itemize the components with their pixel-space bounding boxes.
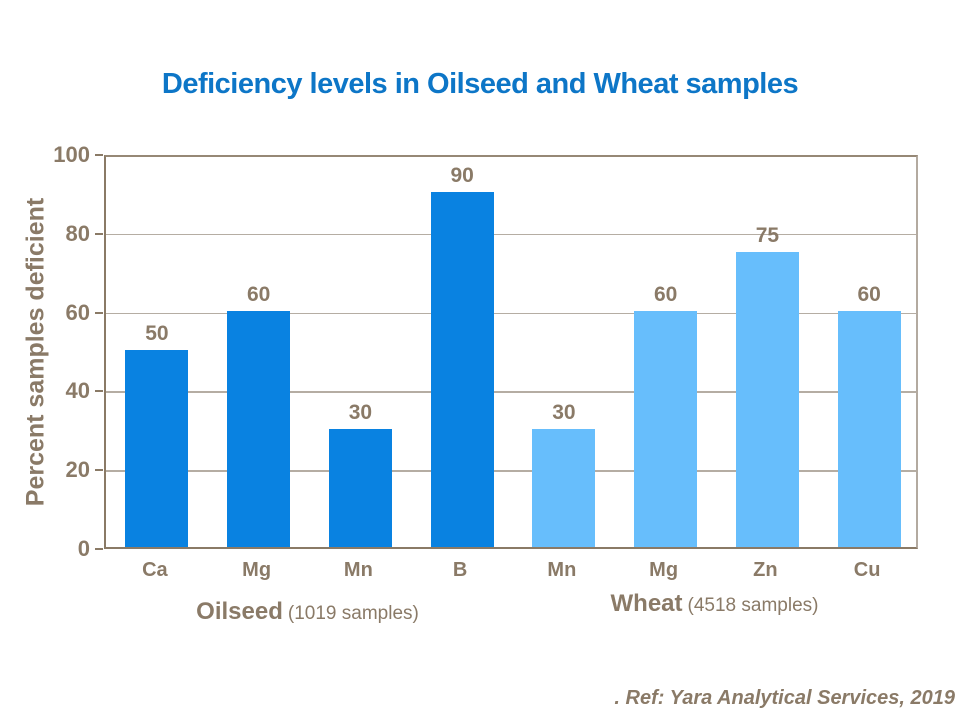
x-tick-label-wheat-mg: Mg [649,559,679,581]
bar-oilseed-mg [227,310,291,547]
x-tick-label-wheat-cu: Cu [853,559,881,581]
y-tick-label-0: 0 [77,536,90,561]
gridline-80 [106,233,916,236]
group-caption-wheat-name: Wheat [610,590,683,617]
x-tick-label-oilseed-ca: Ca [142,559,168,581]
bar-value-wheat-mg: 60 [653,282,678,306]
bar-value-oilseed-mg: 60 [246,282,271,306]
bar-oilseed-ca [125,350,189,547]
bar-wheat-cu [837,310,901,547]
bar-value-wheat-cu: 60 [857,282,881,306]
y-tick-mark-40 [95,390,103,393]
y-tick-label-20: 20 [65,457,90,483]
y-tick-mark-20 [95,469,103,472]
bar-wheat-zn [735,251,799,547]
x-tick-label-wheat-mn: Mn [547,559,577,581]
chart-title: Deficiency levels in Oilseed and Wheat s… [161,68,799,100]
y-tick-label-100: 100 [53,142,90,167]
group-caption-wheat: Wheat (4518 samples) [611,590,819,618]
bar-oilseed-b [430,192,494,547]
group-caption-oilseed-name: Oilseed [196,598,283,625]
bar-value-oilseed-mn: 30 [348,400,373,424]
gridline-40 [106,391,916,393]
group-caption-oilseed-samples: (1019 samples) [287,603,419,624]
bar-value-wheat-zn: 75 [755,223,780,247]
y-tick-mark-0 [95,548,103,550]
x-tick-label-oilseed-mn: Mn [343,559,373,581]
group-caption-wheat-samples: (4518 samples) [687,595,819,616]
y-tick-mark-60 [95,311,103,314]
y-tick-mark-100 [95,154,103,156]
bar-value-wheat-mn: 30 [552,400,576,424]
y-tick-label-40: 40 [65,378,90,404]
bar-wheat-mn [532,428,596,547]
bar-oilseed-mn [328,428,392,547]
bar-value-oilseed-b: 90 [450,164,474,188]
y-tick-label-60: 60 [65,299,90,325]
x-tick-label-wheat-zn: Zn [753,559,778,581]
reference-text: . Ref: Yara Analytical Services, 2019 [614,687,955,709]
gridline-20 [106,470,916,472]
x-tick-label-oilseed-b: B [452,559,468,581]
bar-wheat-mg [634,310,698,547]
plot-area: 50 60 30 90 30 60 75 60 [104,155,918,549]
x-tick-label-oilseed-mg: Mg [242,559,272,581]
bar-value-oilseed-ca: 50 [145,322,169,345]
y-tick-mark-80 [95,232,103,235]
group-caption-oilseed: Oilseed (1019 samples) [196,598,419,626]
gridline-60 [106,312,916,315]
y-tick-label-80: 80 [65,220,90,246]
